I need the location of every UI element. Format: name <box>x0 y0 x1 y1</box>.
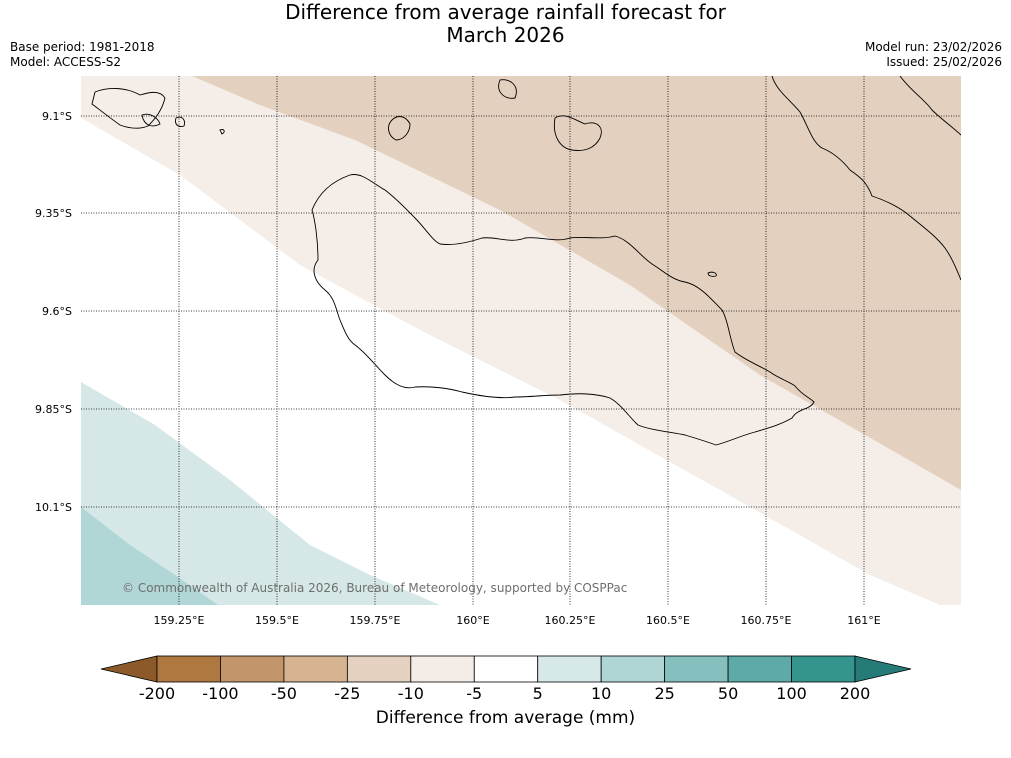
islet-mid <box>707 271 717 277</box>
title-line-1: Difference from average rainfall forecas… <box>285 0 726 24</box>
colorbar-bin <box>220 655 285 683</box>
colorbar-label: Difference from average (mm) <box>375 708 636 728</box>
copyright-notice: © Commonwealth of Australia 2026, Bureau… <box>122 581 627 595</box>
lat-label: 9.35°S <box>35 207 72 220</box>
lon-label: 161°E <box>847 614 880 627</box>
colorbar-tick: 50 <box>718 684 738 703</box>
colorbar-bin <box>346 655 412 683</box>
colorbar-tick: -50 <box>271 684 297 703</box>
colorbar-bin <box>664 655 729 683</box>
lat-label: 9.85°S <box>35 403 72 416</box>
model-name: Model: ACCESS-S2 <box>10 55 122 69</box>
zone-5-10 <box>81 382 440 605</box>
longitude-labels: 159.25°E 159.5°E 159.75°E 160°E 160.25°E… <box>154 614 881 627</box>
island-small-north <box>388 116 411 141</box>
colorbar-tick: -25 <box>334 684 360 703</box>
lon-label: 160°E <box>456 614 489 627</box>
lon-label: 160.25°E <box>545 614 596 627</box>
coastlines <box>91 76 961 446</box>
island-ne-cluster <box>498 79 602 151</box>
latitude-labels: 9.1°S 9.35°S 9.6°S 9.85°S 10.1°S <box>35 110 72 514</box>
colorbar-tick: 25 <box>654 684 674 703</box>
island-nw <box>91 88 225 135</box>
island-main <box>311 174 815 446</box>
coast-east-upper <box>899 76 961 136</box>
lon-label: 159.75°E <box>350 614 401 627</box>
colorbar-tick-labels: -200 -100 -50 -25 -10 -5 5 10 25 50 100 200 <box>139 684 870 703</box>
meta-right: Model run: 23/02/2026 Issued: 25/02/2026 <box>865 40 1002 70</box>
gridlines <box>81 76 961 605</box>
title-line-2: March 2026 <box>446 23 565 47</box>
colorbar-tick: -200 <box>139 684 175 703</box>
colorbar-extend-low <box>100 655 158 683</box>
colorbar-tick: -10 <box>398 684 424 703</box>
lat-label: 10.1°S <box>35 501 72 514</box>
colorbar-bin <box>283 655 348 683</box>
lon-label: 160.5°E <box>646 614 690 627</box>
colorbar-tick: -5 <box>466 684 482 703</box>
colorbar-bin <box>156 655 221 683</box>
colorbar-tick: 100 <box>776 684 807 703</box>
lon-label: 159.25°E <box>154 614 205 627</box>
colorbar-tick: 200 <box>840 684 871 703</box>
colorbar-bin <box>600 655 666 683</box>
lon-label: 159.5°E <box>255 614 299 627</box>
colorbar-bin <box>410 655 475 683</box>
colorbar-tick: 10 <box>591 684 611 703</box>
zone-minus25-minus10 <box>192 76 961 490</box>
colorbar-bin <box>791 655 856 683</box>
colorbar-extend-high <box>854 655 912 683</box>
map-title: Difference from average rainfall forecas… <box>0 1 1011 47</box>
colorbar-tick: -100 <box>202 684 238 703</box>
lat-label: 9.1°S <box>42 110 72 123</box>
lat-label: 9.6°S <box>42 305 72 318</box>
colorbar-bin <box>727 655 792 683</box>
model-run: Model run: 23/02/2026 <box>864 40 1002 54</box>
colorbar <box>100 655 912 683</box>
map-area <box>81 76 961 605</box>
colorbar-bin <box>537 655 602 683</box>
issued-date: Issued: 25/02/2026 <box>886 55 1002 69</box>
zone-10-25 <box>81 507 218 605</box>
lon-label: 160.75°E <box>741 614 792 627</box>
colorbar-tick: 5 <box>533 684 543 703</box>
colorbar-bin <box>473 655 539 683</box>
base-period: Base period: 1981-2018 <box>10 40 155 54</box>
meta-left: Base period: 1981-2018 Model: ACCESS-S2 <box>10 40 155 70</box>
coast-east <box>771 76 961 281</box>
